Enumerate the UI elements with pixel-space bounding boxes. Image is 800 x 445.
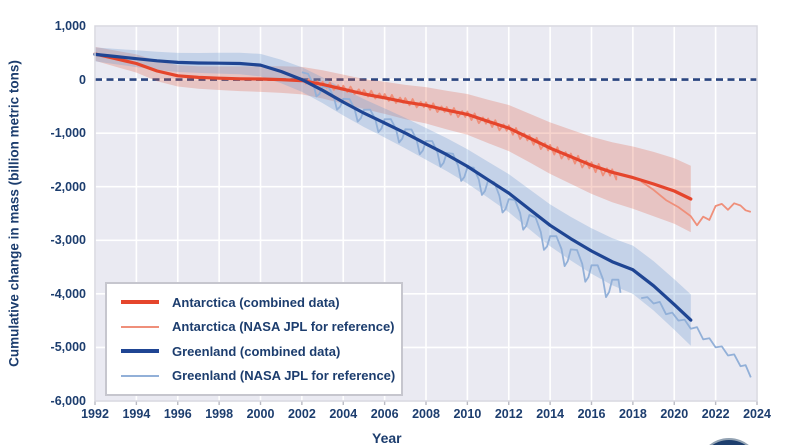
x-tick-label: 2014 — [536, 407, 565, 421]
y-tick-label: -5,000 — [50, 340, 86, 355]
y-tick-label: -1,000 — [50, 126, 86, 141]
antarctica-jpl-line-post-gap — [640, 180, 752, 227]
plot-border — [94, 25, 758, 402]
x-tick-label: 1996 — [163, 407, 192, 421]
antarctica-uncertainty-band — [95, 46, 691, 233]
y-tick-label: -4,000 — [50, 286, 86, 301]
x-tick-label: 2020 — [660, 407, 689, 421]
x-tick-label: 2000 — [246, 407, 275, 421]
y-tick-label: -2,000 — [50, 179, 86, 194]
x-tick-label: 2006 — [370, 407, 399, 421]
legend-line-swatch — [121, 325, 159, 328]
x-tick-label: 2016 — [577, 407, 606, 421]
legend-item-label: Greenland (NASA JPL for reference) — [172, 368, 396, 384]
legend-item: Greenland (combined data) — [121, 340, 401, 362]
x-tick-label: 2022 — [701, 407, 730, 421]
greenland-jpl-line — [301, 71, 622, 298]
y-tick-label: 0 — [79, 72, 86, 87]
legend-item-label: Antarctica (NASA JPL for reference) — [172, 319, 395, 335]
legend-item: Antarctica (combined data) — [121, 291, 401, 313]
x-tick-label: 2010 — [453, 407, 482, 421]
x-tick-label: 2012 — [494, 407, 523, 421]
greenland-jpl-line-post-gap — [641, 296, 752, 378]
x-tick-label: 1992 — [81, 407, 109, 421]
x-axis-title: Year — [372, 430, 402, 445]
greenland-combined-line — [93, 52, 693, 322]
y-tick-label: 1,000 — [54, 19, 86, 33]
x-tick-label: 1994 — [122, 407, 151, 421]
x-tick-label: 2024 — [743, 407, 771, 421]
legend-item-label: Greenland (combined data) — [172, 343, 341, 359]
x-tick-label: 2004 — [329, 407, 358, 421]
x-tick-label: 2002 — [287, 407, 316, 421]
legend-line-swatch — [121, 300, 159, 305]
legend-item: Greenland (NASA JPL for reference) — [121, 365, 401, 387]
legend-item-label: Antarctica (combined data) — [172, 294, 340, 310]
antarctica-combined-line — [93, 52, 693, 201]
y-tick-label: -3,000 — [50, 233, 86, 248]
legend-line-swatch — [121, 374, 159, 377]
x-tick-label: 2018 — [618, 407, 647, 421]
x-tick-label: 1998 — [205, 407, 234, 421]
x-tick-label: 2008 — [412, 407, 440, 421]
legend: Antarctica (combined data) Antarctica (NA… — [105, 282, 403, 396]
y-axis-title: Cumulative change in mass (billion metri… — [6, 60, 22, 367]
legend-item: Antarctica (NASA JPL for reference) — [121, 316, 401, 338]
y-tick-label: -6,000 — [50, 394, 86, 408]
legend-line-swatch — [121, 349, 159, 354]
